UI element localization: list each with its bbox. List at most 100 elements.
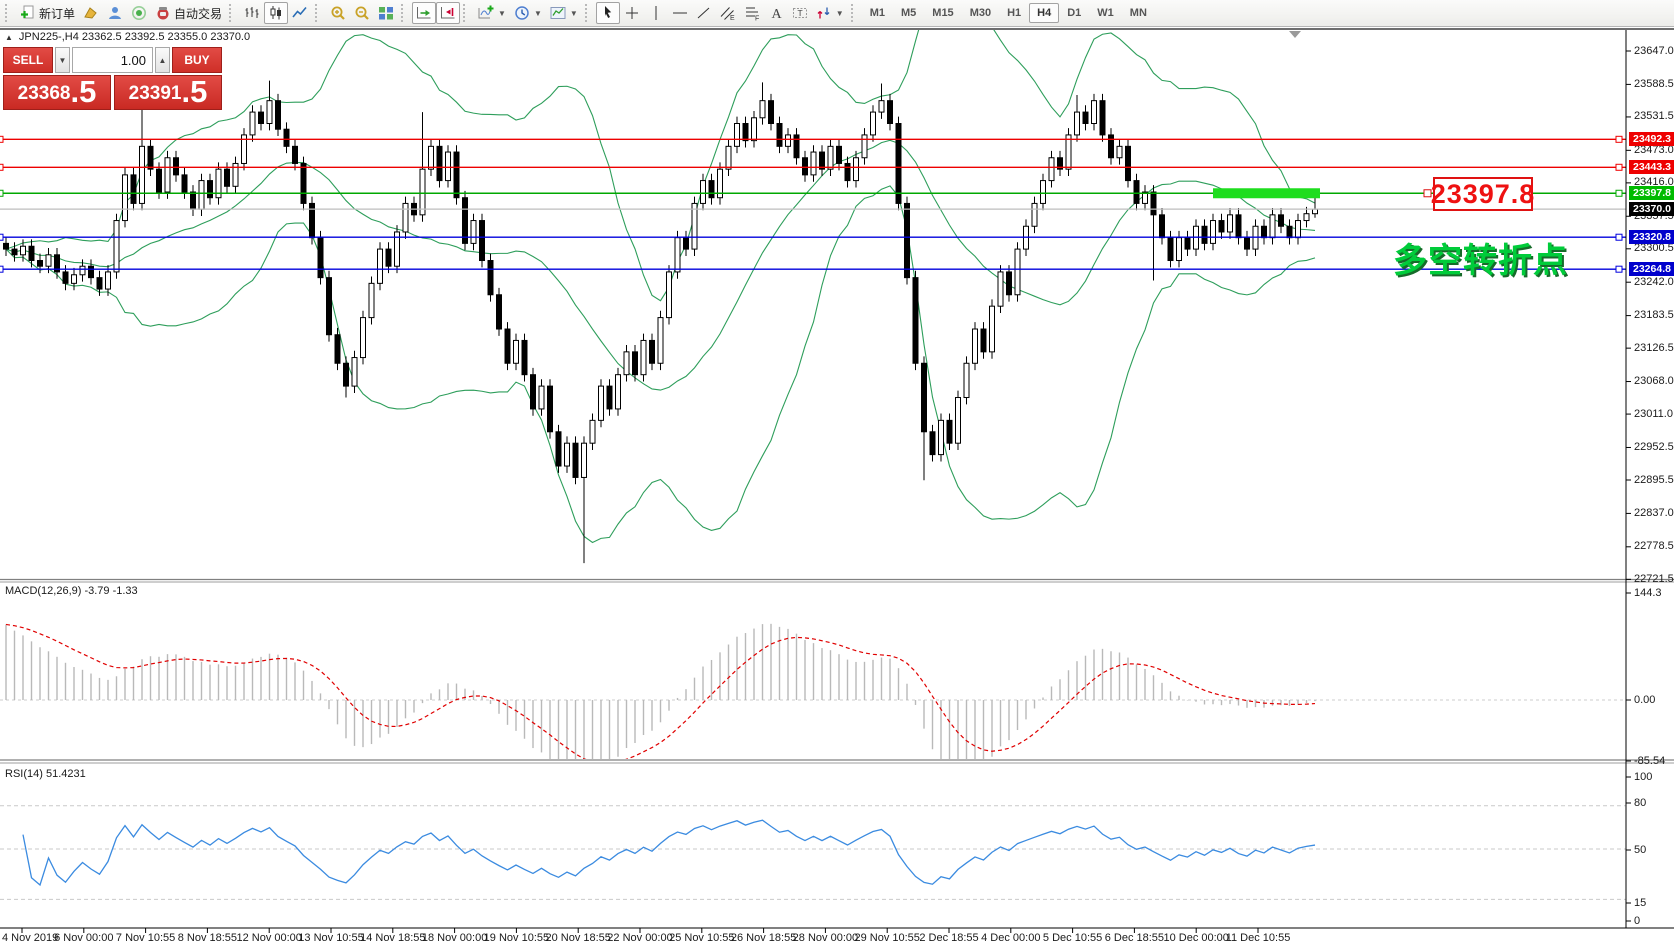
line-anchor-handle[interactable] — [1615, 189, 1623, 197]
line-chart-icon — [292, 6, 307, 18]
line-anchor-handle[interactable] — [1615, 163, 1623, 171]
candles-icon — [270, 6, 282, 20]
timeframe-MN-button[interactable]: MN — [1129, 7, 1147, 19]
collapse-arrow-icon[interactable]: ▲ — [5, 32, 13, 42]
chevron-down-icon: ▼ — [835, 8, 844, 18]
bar-chart-button[interactable] — [240, 2, 264, 24]
arrows-icon — [817, 7, 830, 19]
horizontal-line-button[interactable] — [668, 2, 692, 24]
timeframe-H4-button[interactable]: H4 — [1029, 3, 1060, 23]
chevron-down-icon: ▼ — [569, 8, 578, 18]
text-label-button[interactable]: T — [788, 2, 812, 24]
price-tick-label: 23242.0 — [1634, 275, 1674, 288]
macd-tick-label: 0.00 — [1634, 693, 1656, 706]
toolbar-divider — [0, 28, 1674, 30]
line-anchor-handle[interactable] — [0, 233, 4, 241]
cursor-button[interactable] — [595, 2, 620, 24]
line-anchor-handle[interactable] — [1615, 135, 1623, 143]
zoom-out-button[interactable] — [350, 2, 374, 24]
line-chart-button[interactable] — [288, 2, 312, 24]
zoom-in-button[interactable] — [326, 2, 350, 24]
line-anchor-handle[interactable] — [0, 189, 4, 197]
indicators-button[interactable]: ▼ — [474, 2, 510, 24]
time-tick-label: 14 Nov 18:55 — [360, 932, 426, 944]
vertical-line-button[interactable] — [644, 2, 668, 24]
line-anchor-handle[interactable] — [0, 265, 4, 273]
timeframe-M15-button[interactable]: M15 — [932, 7, 954, 19]
sell-button[interactable]: SELL — [3, 47, 53, 73]
macd-signal-line — [5, 623, 1316, 759]
bars-icon — [245, 7, 259, 18]
candles — [3, 80, 1318, 564]
bollinger-band-line — [5, 185, 1316, 544]
time-tick-label: 28 Nov 00:00 — [792, 932, 859, 944]
buy-price[interactable]: 23391.5 — [114, 75, 222, 110]
autotrading-button[interactable]: 自动交易 — [151, 2, 226, 24]
time-tick-label: 4 Dec 00:00 — [981, 932, 1041, 944]
rsi-label: RSI(14) 51.4231 — [5, 768, 86, 780]
sell-price[interactable]: 23368.5 — [3, 75, 111, 110]
volume-down-button[interactable]: ▼ — [55, 47, 70, 73]
candlestick-chart-button[interactable] — [264, 2, 289, 24]
rsi-tick-label: 50 — [1634, 843, 1647, 856]
tile-windows-button[interactable] — [374, 2, 398, 24]
crosshair-button[interactable] — [620, 2, 644, 24]
volume-input[interactable]: 1.00 — [72, 47, 153, 73]
time-tick-label: 7 Nov 10:55 — [115, 932, 176, 944]
chart-stack-icon — [84, 7, 97, 19]
line-anchor-handle[interactable] — [0, 163, 4, 171]
volume-up-button[interactable]: ▲ — [155, 47, 170, 73]
time-tick-label: 11 Dec 10:55 — [1225, 932, 1291, 944]
chart-shift-marker[interactable] — [1289, 31, 1301, 38]
price-tick-label: 23531.5 — [1634, 110, 1674, 123]
signals-button[interactable] — [127, 2, 151, 24]
timeframe-W1-button[interactable]: W1 — [1097, 7, 1114, 19]
price-tick-label: 22721.5 — [1634, 572, 1674, 585]
rsi-tick-label: 80 — [1634, 796, 1647, 809]
timeframe-H1-button[interactable]: H1 — [1007, 7, 1022, 19]
time-tick-label: 6 Dec 18:55 — [1104, 932, 1165, 944]
toolbar: 新订单 自动交易 ▼ ▼ ▼ E F A T ▼ M1 M5 M15 M30 H1 H4 D1 W1 MN — [0, 0, 1674, 27]
timeframe-M1-button[interactable]: M1 — [869, 7, 885, 19]
equidistant-channel-button[interactable]: E — [716, 2, 740, 24]
timeframe-M30-button[interactable]: M30 — [969, 7, 992, 19]
line-anchor-handle[interactable] — [0, 135, 4, 143]
callout-anchor-handle[interactable] — [1423, 189, 1432, 198]
time-tick-label: 4 Nov 2019 — [2, 932, 59, 944]
open-chart-button[interactable] — [79, 2, 103, 24]
rsi-tick-label: 15 — [1634, 896, 1647, 909]
channel-icon: E — [720, 7, 735, 21]
chart-shift-button[interactable] — [436, 2, 461, 24]
annotation-text[interactable]: 多空转折点 — [1393, 242, 1568, 280]
timeframe-M5-button[interactable]: M5 — [901, 7, 917, 19]
new-order-button[interactable]: 新订单 — [16, 2, 79, 24]
time-tick-label: 22 Nov 00:00 — [607, 932, 673, 944]
arrows-button[interactable]: ▼ — [812, 2, 848, 24]
price-tick-label: 23068.0 — [1634, 375, 1674, 388]
text-button[interactable]: A — [764, 2, 788, 24]
fibo-icon: F — [745, 7, 759, 21]
fibonacci-button[interactable]: F — [740, 2, 764, 24]
highlight-trend-bar[interactable] — [1213, 188, 1320, 199]
price-tick-label: 22778.5 — [1634, 540, 1674, 553]
trendline-button[interactable] — [692, 2, 716, 24]
auto-scroll-button[interactable] — [412, 2, 437, 24]
line-anchor-handle[interactable] — [1615, 233, 1623, 241]
price-tick-label: 23183.5 — [1634, 309, 1674, 322]
text-icon: A — [771, 7, 782, 21]
community-button[interactable] — [103, 2, 127, 24]
templates-button[interactable]: ▼ — [546, 2, 582, 24]
buy-button[interactable]: BUY — [172, 47, 222, 73]
chevron-down-icon: ▼ — [498, 8, 506, 18]
bollinger-band-line — [5, 30, 1316, 302]
price-callout[interactable]: 23397.8 — [1431, 177, 1534, 211]
price-tick-label: 23647.0 — [1634, 44, 1674, 57]
timeframe-D1-button[interactable]: D1 — [1067, 7, 1082, 19]
rsi-line — [22, 819, 1316, 887]
price-tick-label: 22895.5 — [1634, 473, 1674, 486]
autotrading-button-label: 自动交易 — [174, 6, 223, 21]
periods-button[interactable]: ▼ — [510, 2, 546, 24]
line-anchor-handle[interactable] — [1615, 265, 1623, 273]
